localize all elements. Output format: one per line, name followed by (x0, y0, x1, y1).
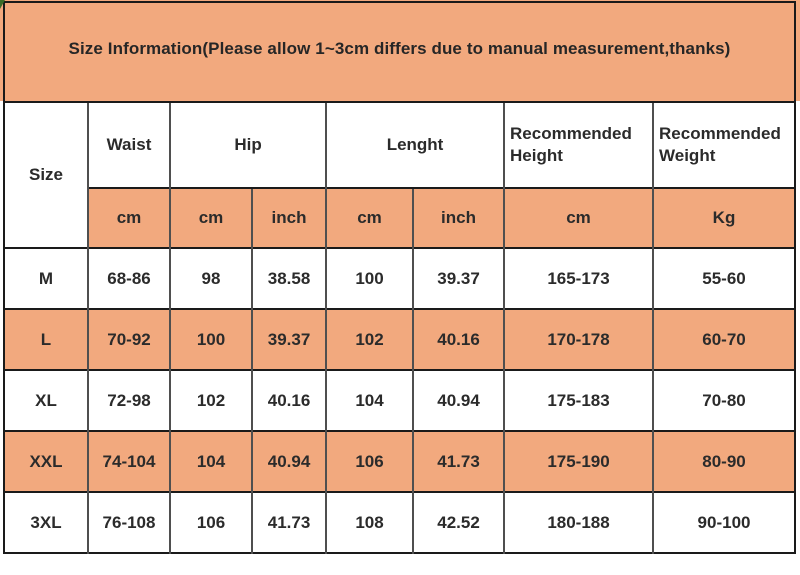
cell-weight-kg: 60-70 (652, 308, 796, 370)
cell-size: XL (3, 369, 88, 431)
unit-hip-cm: cm (169, 187, 252, 248)
cell-length-inch: 40.16 (412, 308, 505, 370)
cell-weight-kg: 70-80 (652, 369, 796, 431)
cell-weight-kg: 80-90 (652, 430, 796, 492)
cell-length-cm: 102 (325, 308, 414, 370)
unit-hip-inch: inch (250, 187, 327, 248)
header-row-units: cm cm inch cm inch cm Kg (4, 187, 796, 248)
cell-height-cm: 165-173 (503, 247, 654, 309)
cell-waist-cm: 74-104 (87, 430, 170, 492)
corner-artifact-triangle (0, 0, 5, 9)
cell-hip-inch: 38.58 (250, 247, 327, 309)
cell-length-cm: 106 (325, 430, 414, 492)
header-row-groups: Size Waist Hip Lenght Recommended Height… (3, 101, 796, 248)
header-waist: Waist (87, 101, 170, 188)
table-row-3xl: 3XL 76-108 106 41.73 108 42.52 180-188 9… (3, 491, 796, 553)
unit-length-cm: cm (325, 187, 414, 248)
cell-size: XXL (3, 430, 88, 492)
cell-length-cm: 108 (325, 491, 414, 553)
header-hip: Hip (168, 101, 327, 188)
cell-size: 3XL (3, 491, 88, 553)
cell-weight-kg: 55-60 (652, 247, 796, 309)
cell-hip-inch: 41.73 (250, 491, 327, 553)
header-recommended-height: Recommended Height (503, 101, 654, 188)
banner-border-box: Size Information(Please allow 1~3cm diff… (3, 1, 796, 101)
cell-hip-cm: 102 (169, 369, 252, 431)
cell-height-cm: 170-178 (503, 308, 654, 370)
cell-hip-inch: 40.16 (250, 369, 327, 431)
cell-size: L (3, 308, 88, 370)
cell-length-inch: 42.52 (412, 491, 505, 553)
cell-size: M (3, 247, 88, 309)
cell-hip-cm: 104 (169, 430, 252, 492)
header-size: Size (3, 101, 88, 248)
cell-length-inch: 41.73 (412, 430, 505, 492)
cell-hip-cm: 100 (169, 308, 252, 370)
cell-hip-cm: 98 (169, 247, 252, 309)
header-length: Lenght (325, 101, 505, 188)
table-row-m: M 68-86 98 38.58 100 39.37 165-173 55-60 (3, 247, 796, 309)
cell-height-cm: 180-188 (503, 491, 654, 553)
cell-length-cm: 100 (325, 247, 414, 309)
unit-height-cm: cm (503, 187, 654, 248)
size-table: Size Waist Hip Lenght Recommended Height… (3, 101, 797, 554)
banner-title: Size Information(Please allow 1~3cm diff… (68, 38, 731, 58)
cell-length-inch: 40.94 (412, 369, 505, 431)
table-row-xxl: XXL 74-104 104 40.94 106 41.73 175-190 8… (3, 430, 796, 492)
cell-height-cm: 175-183 (503, 369, 654, 431)
table-row-xl: XL 72-98 102 40.16 104 40.94 175-183 70-… (3, 369, 796, 431)
header-recommended-weight: Recommended Weight (652, 101, 796, 188)
unit-length-inch: inch (412, 187, 505, 248)
cell-waist-cm: 76-108 (87, 491, 170, 553)
table-row-l: L 70-92 100 39.37 102 40.16 170-178 60-7… (3, 308, 796, 370)
cell-waist-cm: 70-92 (87, 308, 170, 370)
cell-hip-cm: 106 (169, 491, 252, 553)
banner: Size Information(Please allow 1~3cm diff… (0, 0, 800, 101)
cell-waist-cm: 72-98 (87, 369, 170, 431)
cell-height-cm: 175-190 (503, 430, 654, 492)
unit-weight-kg: Kg (652, 187, 796, 248)
cell-hip-inch: 40.94 (250, 430, 327, 492)
cell-weight-kg: 90-100 (652, 491, 796, 553)
cell-waist-cm: 68-86 (87, 247, 170, 309)
cell-length-cm: 104 (325, 369, 414, 431)
cell-length-inch: 39.37 (412, 247, 505, 309)
cell-hip-inch: 39.37 (250, 308, 327, 370)
unit-waist-cm: cm (87, 187, 170, 248)
